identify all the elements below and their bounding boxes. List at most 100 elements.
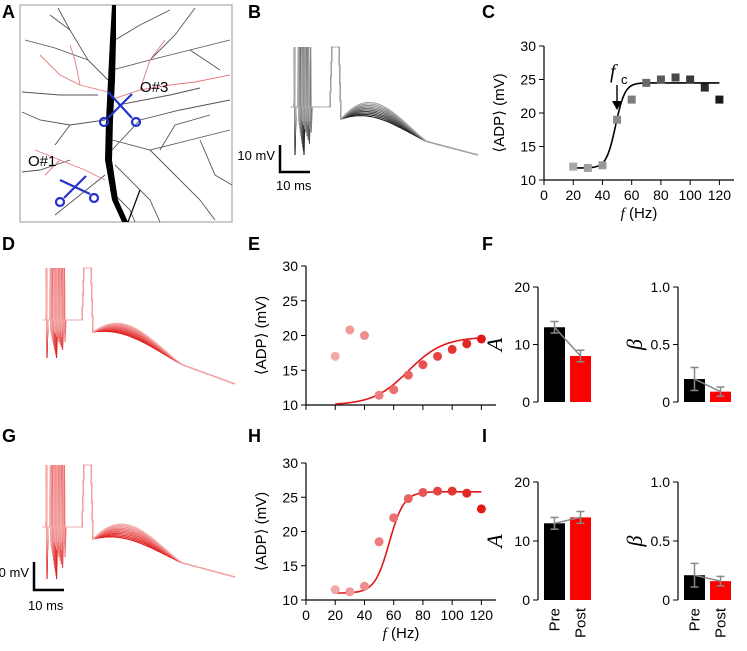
panel-g-trace — [42, 464, 236, 578]
panel-a-morphology: O#3 O#1 — [19, 4, 233, 223]
panel-d-trace — [42, 267, 236, 385]
chart-e-ytick-label: 10 — [282, 397, 298, 413]
chart-e-point — [418, 360, 428, 370]
chart-e-ylabel: ⟨ADP⟩ (mV) — [253, 296, 270, 375]
chart-c-point — [715, 95, 724, 104]
chart-h-xtick-label: 80 — [415, 607, 431, 623]
panel-b-trace — [290, 46, 479, 156]
chart-c-point — [627, 95, 636, 104]
chart-c-ytick-label: 10 — [520, 172, 536, 188]
chart-e-point — [359, 331, 369, 340]
panel-label-f: F — [482, 234, 493, 254]
bar-chart-i-a: 0 10 20 A Pre Post — [482, 474, 591, 638]
panel-b-trace — [290, 46, 479, 156]
panel-b-trace — [290, 46, 479, 156]
chart-c-point — [642, 78, 651, 87]
chart-e-point — [447, 344, 457, 354]
chart-h-point — [359, 581, 369, 591]
chart-e-point — [330, 351, 340, 361]
panel-d-trace — [42, 267, 236, 385]
panel-label-c: C — [482, 2, 495, 22]
chart-h-point — [374, 537, 384, 547]
panel-b-trace — [290, 46, 479, 156]
chart-e-ytick-label: 25 — [282, 293, 298, 309]
chart-c-point — [598, 161, 607, 170]
chart-e-point — [403, 370, 413, 380]
bar-f-β-ylabel: β — [622, 339, 647, 351]
panel-g-trace — [42, 464, 236, 580]
bar-i-β-ylabel: β — [622, 535, 647, 547]
panel-d-trace — [42, 267, 236, 385]
panel-g-trace — [42, 464, 236, 578]
bar-i-β-ytick-label: 0.5 — [651, 533, 671, 549]
chart-c-point — [686, 75, 695, 84]
chart-e-ytick-label: 30 — [282, 258, 298, 274]
chart-c-xtick-label: 40 — [595, 187, 611, 203]
bar-i-β-ytick-label: 0 — [662, 592, 670, 608]
scalebar-g: 10 mV 10 ms — [0, 562, 64, 613]
chart-e-ytick-label: 20 — [282, 328, 298, 344]
panel-d-trace — [42, 267, 236, 385]
chart-c-xtick-label: 20 — [565, 187, 581, 203]
panel-d-trace — [42, 267, 236, 385]
bar-i-a-bar-post — [570, 517, 591, 600]
panel-g-trace — [42, 464, 236, 578]
bar-chart-f-beta: 0 0.5 1.0 β — [622, 279, 731, 410]
panel-g-trace — [42, 464, 236, 578]
bar-i-a-connector — [554, 516, 581, 525]
bar-i-a-ytick-label: 0 — [522, 592, 530, 608]
fc-annotation: f c — [610, 61, 628, 110]
chart-h-ytick-label: 10 — [282, 592, 298, 608]
bar-i-β-category-label: Post — [713, 607, 730, 638]
chart-h-point — [389, 513, 399, 523]
chart-h-xlabel: f (Hz) — [383, 625, 420, 642]
chart-c-xtick-label: 120 — [708, 187, 732, 203]
chart-e-ytick-label: 15 — [282, 362, 298, 378]
panel-d-trace — [42, 267, 236, 385]
bar-i-a-ylabel: A — [482, 534, 507, 550]
panel-label-i: I — [482, 426, 487, 446]
chart-c-point — [613, 115, 622, 124]
panel-d-trace — [42, 267, 236, 385]
chart-h-point — [418, 487, 428, 497]
chart-c-ytick-label: 25 — [520, 72, 536, 88]
panel-b-trace — [290, 46, 479, 156]
chart-h-ytick-label: 30 — [282, 455, 298, 471]
chart-c-xlabel: f (Hz) — [621, 205, 658, 222]
panel-label-h: H — [248, 426, 261, 446]
bar-chart-f-a: 0 10 20 A — [482, 279, 591, 410]
scalebar-b-time: 10 ms — [276, 178, 312, 193]
bar-i-β-connector — [694, 574, 721, 582]
chart-e-point — [433, 351, 443, 361]
chart-c-xtick-label: 80 — [653, 187, 669, 203]
panel-b-trace — [290, 46, 479, 156]
chart-c-xlabel-unit: (Hz) — [625, 205, 658, 222]
chart-h-xtick-label: 60 — [386, 607, 402, 623]
bar-i-a-category-label: Pre — [547, 608, 564, 631]
chart-e-point — [389, 385, 399, 395]
chart-h-xtick-label: 20 — [327, 607, 343, 623]
panel-g-trace — [42, 464, 236, 578]
chart-e-point — [374, 390, 384, 400]
bar-f-a-ytick-label: 10 — [514, 337, 530, 353]
chart-c-point — [656, 75, 665, 84]
chart-c-ylabel: ⟨ADP⟩ (mV) — [491, 73, 508, 152]
chart-h-xlabel-var: f — [383, 626, 389, 642]
scalebar-b-voltage: 10 mV — [237, 148, 275, 163]
chart-h-ytick-label: 15 — [282, 558, 298, 574]
bar-i-β-category-label: Pre — [687, 608, 704, 631]
scissors-icon-o1 — [54, 175, 100, 208]
bar-f-a-ytick-label: 0 — [522, 394, 530, 410]
bar-f-β-ytick-label: 0.5 — [651, 337, 671, 353]
chart-e-point — [462, 339, 472, 349]
panel-g-traces — [42, 464, 236, 580]
chart-c-point — [700, 83, 709, 92]
chart-c-point — [583, 163, 592, 172]
chart-h-point — [447, 486, 457, 496]
bar-f-a-connector — [553, 326, 582, 357]
bar-i-a-ytick-label: 20 — [514, 474, 530, 490]
panel-g-trace — [42, 464, 236, 578]
chart-h-xtick-label: 100 — [440, 607, 464, 623]
bar-f-β-connector — [694, 378, 721, 393]
